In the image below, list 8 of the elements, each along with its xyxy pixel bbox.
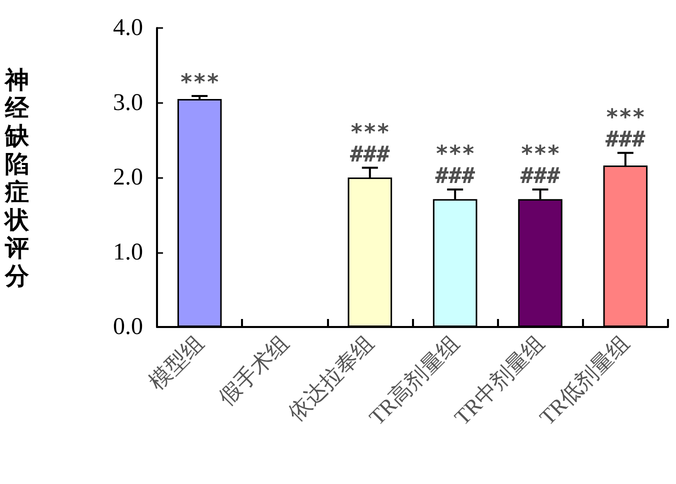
x-tick-label: 模型组 [144, 330, 208, 395]
y-axis-title: 神经缺陷症状评分 [3, 65, 30, 290]
y-tick-label: 0.0 [113, 314, 143, 340]
y-tick-label: 4.0 [113, 15, 143, 41]
y-tick-label: 3.0 [113, 90, 143, 116]
y-tick-label: 1.0 [113, 239, 143, 266]
annotation: *** [180, 70, 220, 96]
y-tick-label: 2.0 [113, 164, 143, 190]
